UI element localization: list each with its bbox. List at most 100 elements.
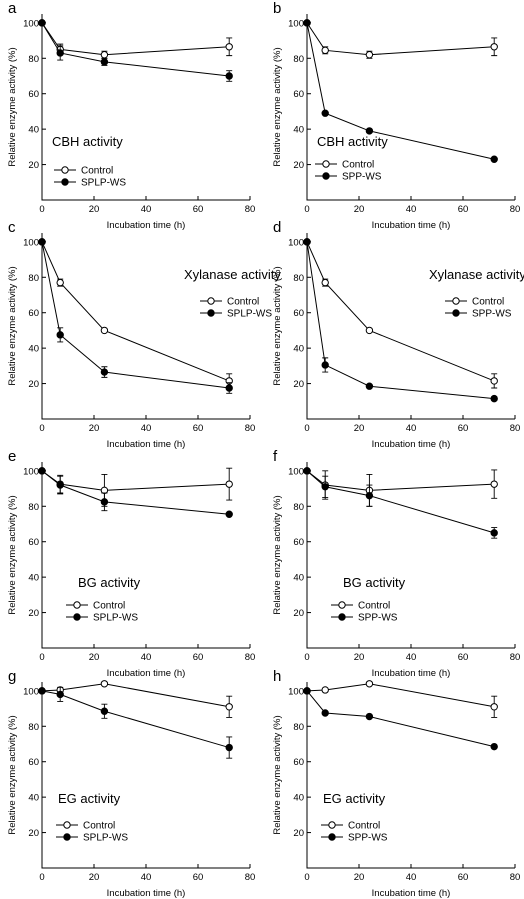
- x-tick-label: 0: [304, 204, 309, 215]
- y-tick-label: 60: [28, 308, 39, 319]
- x-tick-label: 80: [510, 652, 521, 663]
- legend-marker: [73, 601, 81, 609]
- y-axis-label: Relative enzyme activity (%): [7, 266, 18, 385]
- series-treatment: [303, 238, 498, 403]
- x-tick-label: 60: [458, 204, 469, 215]
- x-tick-label: 60: [193, 204, 204, 215]
- legend-label: Control: [81, 166, 113, 177]
- legend-marker: [207, 309, 215, 317]
- panel-d: d 20 40 60 80 100 0 20 40 60 80 Incubation time (h)…: [272, 219, 524, 450]
- panel-title: BG activity: [78, 575, 141, 590]
- y-tick-label: 20: [28, 379, 39, 390]
- data-point: [100, 51, 109, 59]
- x-tick-label: 40: [141, 652, 152, 663]
- x-tick-label: 0: [39, 423, 44, 434]
- panel-label: d: [273, 219, 281, 236]
- y-axis-label: Relative enzyme activity (%): [272, 47, 283, 166]
- y-tick-label: 60: [293, 308, 304, 319]
- x-axis-label: Incubation time (h): [107, 220, 186, 231]
- data-point: [490, 742, 498, 751]
- series-line: [41, 241, 230, 389]
- series-line: [41, 470, 230, 491]
- series-line: [306, 470, 495, 491]
- y-tick-label: 60: [293, 89, 304, 100]
- legend-marker: [61, 166, 69, 174]
- y-tick-label: 60: [28, 537, 39, 548]
- x-tick-label: 60: [193, 652, 204, 663]
- series-control: [303, 467, 498, 507]
- legend-label: Control: [83, 821, 115, 832]
- y-tick-label: 40: [28, 125, 39, 136]
- panel-a: a 20 40 60 80 100 0 20 40 60 80 Incubation time (h)…: [7, 0, 255, 231]
- series-treatment: [303, 687, 498, 751]
- x-axis-label: Incubation time (h): [372, 888, 451, 899]
- legend-label: SPP-WS: [358, 613, 398, 624]
- x-axis-label: Incubation time (h): [107, 668, 186, 679]
- x-tick-label: 0: [304, 872, 309, 883]
- data-point: [225, 743, 233, 752]
- x-tick-label: 40: [141, 872, 152, 883]
- y-tick-label: 60: [293, 537, 304, 548]
- x-tick-label: 40: [406, 204, 417, 215]
- legend-label: Control: [358, 601, 390, 612]
- x-tick-label: 80: [510, 423, 521, 434]
- data-point: [225, 480, 233, 488]
- y-tick-label: 20: [28, 160, 39, 171]
- y-tick-label: 80: [28, 502, 39, 513]
- panel-g: g 20 40 60 80 100 0 20 40 60 80 Incubation time (h)…: [7, 668, 255, 899]
- series-control: [303, 19, 498, 59]
- y-tick-label: 20: [293, 379, 304, 390]
- data-point: [490, 43, 498, 51]
- y-tick-label: 100: [288, 18, 304, 29]
- y-axis-label: Relative enzyme activity (%): [272, 495, 283, 614]
- x-tick-label: 20: [89, 204, 100, 215]
- data-point: [56, 690, 64, 699]
- legend-marker: [73, 613, 81, 621]
- panel-title: EG activity: [58, 791, 121, 806]
- data-point: [303, 238, 311, 246]
- series-line: [41, 690, 230, 749]
- data-point: [38, 19, 46, 27]
- legend-label: Control: [227, 297, 259, 308]
- data-point: [100, 368, 109, 376]
- legend-marker: [63, 833, 71, 841]
- legend-label: SPLP-WS: [81, 178, 126, 189]
- panel-c: c 20 40 60 80 100 0 20 40 60 80 Incubation time (h)…: [7, 219, 281, 450]
- y-tick-label: 40: [293, 344, 304, 355]
- panel-f: f 20 40 60 80 100 0 20 40 60 80 Incubation time (h)…: [272, 448, 520, 679]
- data-point: [303, 467, 311, 475]
- y-tick-label: 100: [288, 466, 304, 477]
- x-tick-label: 60: [458, 872, 469, 883]
- data-point: [321, 686, 329, 694]
- y-tick-label: 100: [23, 686, 39, 697]
- panel-label: c: [8, 219, 16, 236]
- legend-marker: [452, 297, 460, 305]
- x-tick-label: 80: [245, 423, 256, 434]
- legend-marker: [328, 833, 336, 841]
- series-line: [306, 690, 495, 748]
- data-point: [56, 278, 64, 287]
- data-point: [303, 19, 311, 27]
- x-tick-label: 60: [458, 423, 469, 434]
- y-tick-label: 20: [28, 608, 39, 619]
- data-point: [225, 72, 233, 80]
- legend-label: SPP-WS: [348, 833, 388, 844]
- legend-label: SPP-WS: [472, 309, 512, 320]
- series-line: [306, 470, 495, 534]
- data-point: [321, 361, 329, 369]
- y-tick-label: 80: [293, 273, 304, 284]
- y-tick-label: 100: [288, 686, 304, 697]
- y-tick-label: 40: [293, 573, 304, 584]
- y-tick-label: 80: [293, 722, 304, 733]
- y-tick-label: 40: [28, 344, 39, 355]
- x-tick-label: 40: [141, 204, 152, 215]
- panel-title: CBH activity: [52, 134, 123, 149]
- x-tick-label: 0: [39, 652, 44, 663]
- series-line: [41, 683, 230, 708]
- x-tick-label: 0: [39, 872, 44, 883]
- panel-h: h 20 40 60 80 100 0 20 40 60 80 Incubation time (h)…: [272, 668, 520, 899]
- x-tick-label: 80: [245, 872, 256, 883]
- series-line: [306, 241, 495, 382]
- x-tick-label: 60: [458, 652, 469, 663]
